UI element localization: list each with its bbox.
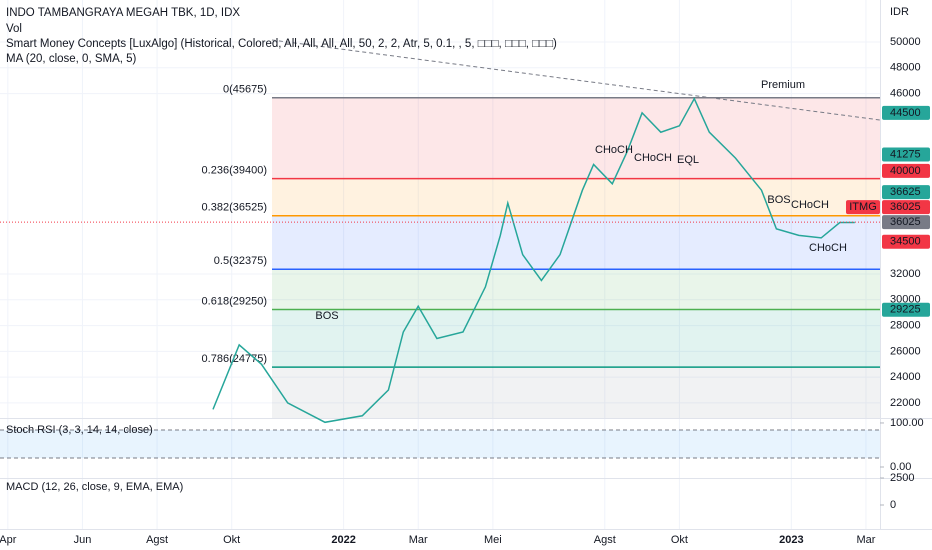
- ma-label: MA (20, close, 0, SMA, 5): [6, 53, 137, 65]
- price-line: [212, 97, 855, 424]
- price-tag-label: 40000: [890, 165, 921, 177]
- fib-label: 0.618(29250): [202, 295, 267, 307]
- fib-label: 0.382(36525): [202, 202, 267, 214]
- fib-zone: [272, 367, 880, 418]
- annotation: BOS: [315, 310, 338, 322]
- vol-label: Vol: [6, 23, 22, 35]
- currency: IDR: [890, 6, 909, 18]
- time-tick-label: Agst: [146, 534, 168, 546]
- time-tick-label: Mar: [409, 534, 428, 546]
- price-tag-label: 36025: [890, 216, 921, 228]
- annotation: CHoCH: [809, 242, 847, 254]
- fib-zone: [272, 97, 880, 179]
- time-tick-label: Mei: [484, 534, 502, 546]
- fib-zone: [272, 269, 880, 310]
- time-tick-label: Jun: [74, 534, 92, 546]
- price-tick-label: 46000: [890, 87, 921, 99]
- price-tick-label: 48000: [890, 62, 921, 74]
- price-tag-label: 36625: [890, 186, 921, 198]
- price-tag-label: 29225: [890, 304, 921, 316]
- time-tick-label: Mar: [856, 534, 875, 546]
- price-tick-label: 32000: [890, 268, 921, 280]
- macd-label: MACD (12, 26, close, 9, EMA, EMA): [6, 481, 183, 493]
- fib-zone: [272, 215, 880, 270]
- symbol-title: INDO TAMBANGRAYA MEGAH TBK, 1D, IDX: [6, 7, 240, 19]
- price-tick-label: 30000: [890, 294, 921, 306]
- fib-label: 0(45675): [223, 84, 267, 96]
- price-tag: [882, 200, 930, 215]
- annotation: CHoCH: [595, 144, 633, 156]
- stoch-band: [0, 430, 880, 458]
- symbol-tag: [846, 200, 880, 215]
- price-tag: [882, 215, 930, 230]
- osc-tick-label: 0: [890, 499, 896, 511]
- price-tag: [882, 105, 930, 120]
- price-tag-label: 34500: [890, 236, 921, 248]
- time-tick-label: Agst: [594, 534, 616, 546]
- price-tick-label: 26000: [890, 345, 921, 357]
- osc-tick-label: 100.00: [890, 417, 924, 429]
- price-tick-label: 24000: [890, 371, 921, 383]
- osc-tick-label: 0.00: [890, 461, 911, 473]
- annotation: EQL: [677, 154, 699, 166]
- trend-line: [271, 39, 881, 121]
- annotation: CHoCH: [634, 152, 672, 164]
- time-tick-label: Okt: [671, 534, 688, 546]
- fib-label: 0.786(24775): [202, 353, 267, 365]
- fib-label: 0.236(39400): [202, 165, 267, 177]
- fib-label: 0.5(32375): [214, 255, 267, 267]
- time-tick-label: 2022: [331, 534, 355, 546]
- price-tag: [882, 163, 930, 178]
- price-tick-label: 28000: [890, 319, 921, 331]
- price-tag: [882, 147, 930, 162]
- osc-tick-label: 2500: [890, 472, 914, 484]
- time-tick-label: Okt: [223, 534, 240, 546]
- annotation: CHoCH: [791, 199, 829, 211]
- time-tick-label: Apr: [0, 534, 17, 546]
- price-tick-label: 50000: [890, 36, 921, 48]
- time-tick-label: 2023: [779, 534, 803, 546]
- symbol-tag-label: ITMG: [849, 201, 877, 213]
- price-tag: [882, 234, 930, 249]
- annotation: BOS: [767, 194, 790, 206]
- indicator-label: Smart Money Concepts [LuxAlgo] (Historic…: [6, 38, 557, 50]
- price-tag-label: 41275: [890, 148, 921, 160]
- fib-zone: [272, 309, 880, 368]
- stoch-label: Stoch RSI (3, 3, 14, 14, close): [6, 424, 153, 436]
- price-tag: [882, 185, 930, 200]
- price-tag-label: 36025: [890, 201, 921, 213]
- price-tag-label: 44500: [890, 107, 921, 119]
- price-tick-label: 22000: [890, 397, 921, 409]
- annotation: Premium: [761, 79, 805, 91]
- price-tag: [882, 302, 930, 317]
